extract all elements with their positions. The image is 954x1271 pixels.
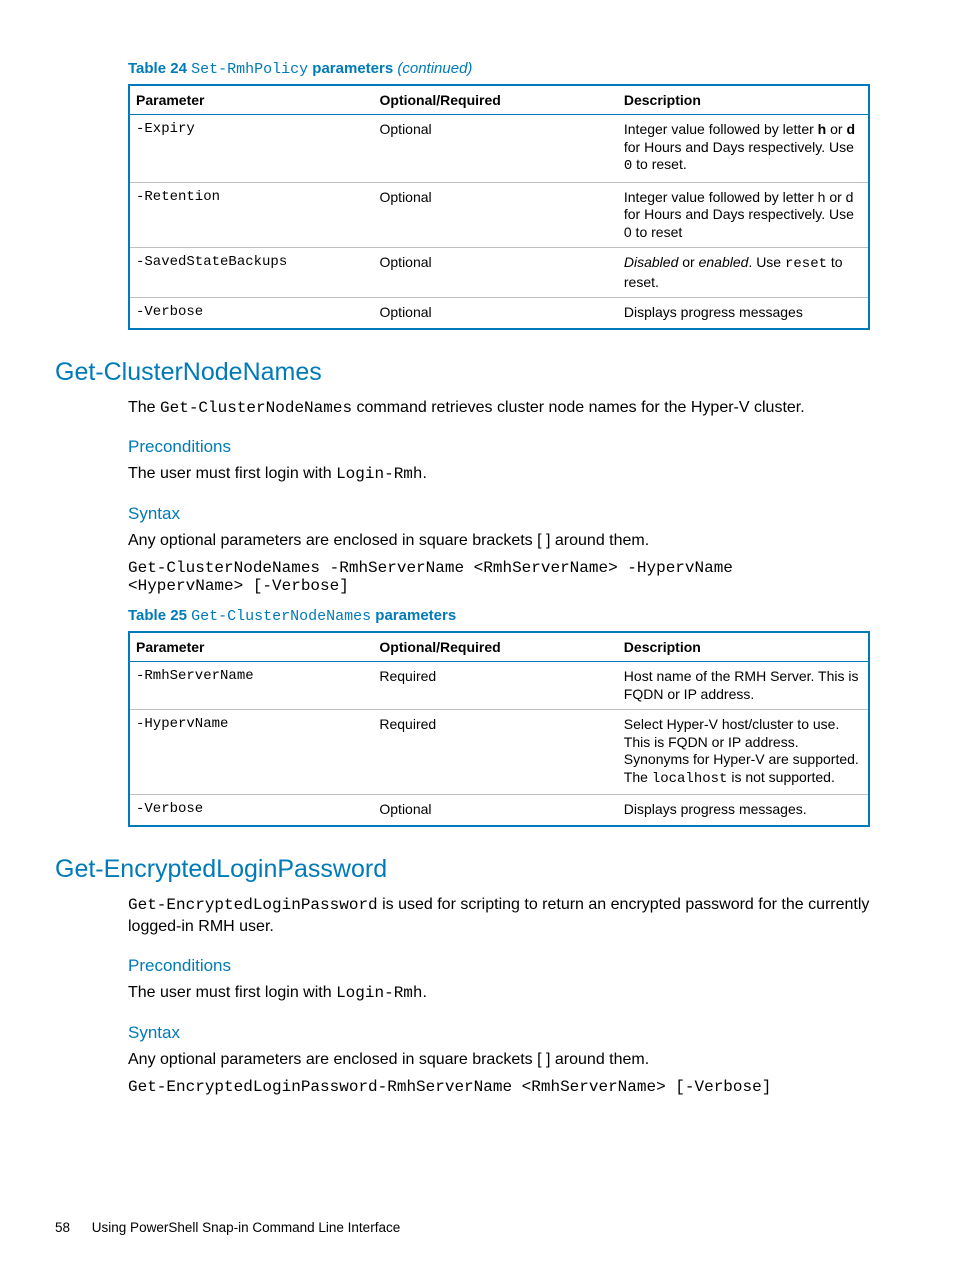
syntax-note: Any optional parameters are enclosed in …: [128, 1049, 899, 1071]
code-inline: Get-ClusterNodeNames: [160, 399, 352, 417]
page-footer: 58 Using PowerShell Snap-in Command Line…: [55, 1220, 400, 1235]
syntax-code-block: Get-ClusterNodeNames -RmhServerName <Rmh…: [128, 559, 899, 595]
param-opt: Required: [373, 662, 617, 710]
text: .: [423, 984, 427, 1001]
param-opt: Optional: [373, 795, 617, 826]
param-name: -Retention: [129, 182, 374, 248]
table24-params-word: parameters: [312, 60, 393, 77]
preconditions-heading: Preconditions: [128, 437, 899, 457]
table25-label: Table 25: [128, 607, 187, 624]
table25-header-parameter: Parameter: [129, 632, 373, 662]
footer-text: Using PowerShell Snap-in Command Line In…: [92, 1220, 400, 1235]
param-desc: Disabled or enabled. Use reset to reset.: [618, 248, 869, 298]
param-desc: Select Hyper-V host/cluster to use. This…: [618, 710, 869, 795]
section1-intro: The Get-ClusterNodeNames command retriev…: [128, 397, 899, 420]
table24-caption: Table 24 Set-RmhPolicy parameters (conti…: [128, 60, 899, 78]
table-row: -SavedStateBackups Optional Disabled or …: [129, 248, 869, 298]
code-inline: Get-EncryptedLoginPassword: [128, 896, 378, 914]
table25: Parameter Optional/Required Description …: [128, 631, 870, 827]
table-header-row: Parameter Optional/Required Description: [129, 632, 869, 662]
param-opt: Optional: [374, 298, 618, 329]
table-row: -Expiry Optional Integer value followed …: [129, 115, 869, 183]
table25-code: Get-ClusterNodeNames: [191, 608, 371, 625]
param-desc: Integer value followed by letter h or d …: [618, 182, 869, 248]
table-row: -RmhServerName Required Host name of the…: [129, 662, 869, 710]
section1-precond: The user must first login with Login-Rmh…: [128, 463, 899, 486]
text: The: [128, 399, 160, 416]
param-opt: Optional: [374, 248, 618, 298]
param-name: -Expiry: [129, 115, 374, 183]
text: The user must first login with: [128, 465, 336, 482]
table24: Parameter Optional/Required Description …: [128, 84, 870, 330]
table24-header-parameter: Parameter: [129, 85, 374, 115]
section2-intro: Get-EncryptedLoginPassword is used for s…: [128, 894, 899, 938]
table24-header-description: Description: [618, 85, 869, 115]
table25-header-optional: Optional/Required: [373, 632, 617, 662]
table-row: -Retention Optional Integer value follow…: [129, 182, 869, 248]
param-desc: Integer value followed by letter h or d …: [618, 115, 869, 183]
section2-precond: The user must first login with Login-Rmh…: [128, 982, 899, 1005]
table24-code: Set-RmhPolicy: [191, 61, 308, 78]
table25-caption: Table 25 Get-ClusterNodeNames parameters: [128, 607, 899, 625]
syntax-heading: Syntax: [128, 1023, 899, 1043]
syntax-note: Any optional parameters are enclosed in …: [128, 530, 899, 552]
param-name: -Verbose: [129, 298, 374, 329]
table25-params-word: parameters: [375, 607, 456, 624]
text: command retrieves cluster node names for…: [352, 399, 805, 416]
table-row: -Verbose Optional Displays progress mess…: [129, 298, 869, 329]
section-heading-get-clusternodenames: Get-ClusterNodeNames: [55, 358, 899, 387]
param-name: -HypervName: [129, 710, 373, 795]
table25-header-description: Description: [618, 632, 869, 662]
preconditions-heading: Preconditions: [128, 956, 899, 976]
param-name: -Verbose: [129, 795, 373, 826]
code-inline: Login-Rmh: [336, 465, 422, 483]
table24-continued: (continued): [397, 60, 472, 77]
param-desc: Displays progress messages.: [618, 795, 869, 826]
param-opt: Required: [373, 710, 617, 795]
text: The user must first login with: [128, 984, 336, 1001]
table-row: -HypervName Required Select Hyper-V host…: [129, 710, 869, 795]
table24-label: Table 24: [128, 60, 187, 77]
param-name: -SavedStateBackups: [129, 248, 374, 298]
table24-header-optional: Optional/Required: [374, 85, 618, 115]
table-header-row: Parameter Optional/Required Description: [129, 85, 869, 115]
syntax-code-block: Get-EncryptedLoginPassword-RmhServerName…: [128, 1078, 899, 1096]
param-desc: Host name of the RMH Server. This is FQD…: [618, 662, 869, 710]
param-desc: Displays progress messages: [618, 298, 869, 329]
table-row: -Verbose Optional Displays progress mess…: [129, 795, 869, 826]
code-inline: Login-Rmh: [336, 984, 422, 1002]
page-number: 58: [55, 1220, 70, 1235]
param-name: -RmhServerName: [129, 662, 373, 710]
text: .: [423, 465, 427, 482]
syntax-heading: Syntax: [128, 504, 899, 524]
section-heading-get-encryptedloginpassword: Get-EncryptedLoginPassword: [55, 855, 899, 884]
param-opt: Optional: [374, 182, 618, 248]
param-opt: Optional: [374, 115, 618, 183]
